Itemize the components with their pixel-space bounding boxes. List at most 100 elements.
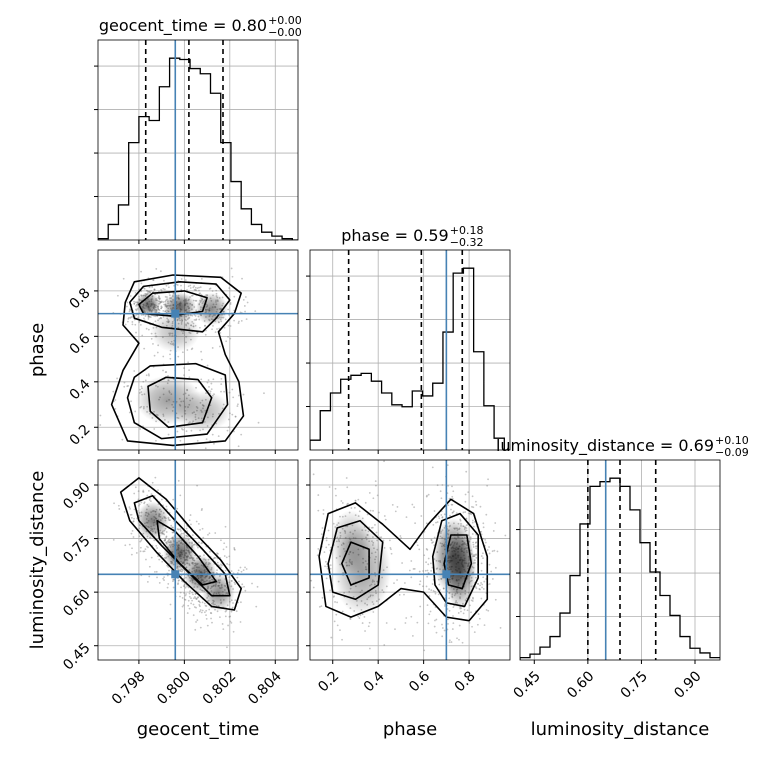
sample-point: [202, 536, 205, 539]
sample-point: [205, 438, 208, 440]
sample-point: [450, 641, 453, 643]
sample-point: [383, 515, 386, 517]
sample-point: [140, 282, 143, 285]
sample-point: [448, 639, 451, 642]
sample-point: [241, 277, 243, 280]
sample-point: [164, 295, 167, 298]
sample-point: [127, 385, 130, 387]
sample-point: [214, 331, 217, 334]
sample-point: [180, 580, 183, 582]
sample-point: [458, 624, 461, 627]
sample-point: [214, 532, 217, 534]
x-tick-label: 0.6: [406, 668, 433, 695]
sample-point: [158, 296, 161, 298]
sample-point: [208, 288, 211, 290]
sample-point: [145, 558, 147, 561]
sample-point: [237, 445, 240, 448]
sample-point: [195, 621, 197, 623]
sample-point: [134, 308, 137, 311]
sample-point: [160, 288, 163, 291]
sample-point: [183, 374, 185, 377]
x-tick-label: 0.802: [200, 668, 240, 708]
sample-point: [228, 287, 231, 289]
sample-point: [345, 477, 348, 479]
sample-point: [233, 548, 236, 550]
sample-point: [477, 613, 480, 615]
sample-point: [180, 288, 183, 291]
sample-point: [483, 580, 486, 583]
density-blob: [173, 390, 232, 432]
sample-point: [155, 268, 158, 270]
sample-point: [256, 585, 259, 588]
sample-point: [144, 548, 147, 551]
sample-point: [134, 323, 137, 326]
sample-point: [183, 583, 186, 586]
sample-point: [165, 284, 168, 287]
sample-point: [172, 526, 174, 529]
x-tick-label: 0.45: [511, 668, 544, 701]
contour-2: [156, 519, 217, 586]
sample-point: [205, 614, 207, 617]
sample-point: [328, 486, 331, 488]
sample-point: [145, 289, 148, 292]
sample-point: [130, 513, 133, 516]
sample-point: [196, 484, 199, 487]
sample-point: [321, 527, 324, 529]
sample-point: [163, 288, 166, 291]
sample-point: [481, 586, 483, 589]
sample-point: [172, 586, 175, 589]
sample-point: [114, 407, 117, 410]
sample-point: [148, 286, 151, 289]
sample-point: [452, 457, 454, 459]
sample-point: [410, 615, 413, 618]
sample-point: [324, 565, 326, 568]
sample-point: [193, 288, 196, 291]
sample-point: [147, 489, 150, 492]
panel-title-geocent_time: geocent_time = 0.80 +0.00−0.00: [99, 14, 302, 39]
sample-point: [156, 315, 159, 318]
sample-point: [425, 548, 428, 550]
sample-point: [171, 531, 174, 534]
sample-point: [364, 501, 367, 504]
panel-luminosity_distance-vs-phase: [306, 456, 511, 664]
sample-point: [374, 480, 377, 483]
sample-point: [426, 604, 429, 606]
sample-point: [137, 490, 140, 493]
sample-point: [138, 503, 141, 506]
sample-point: [199, 626, 202, 629]
sample-point: [99, 414, 102, 417]
sample-point: [491, 578, 494, 580]
sample-point: [122, 277, 125, 280]
sample-point: [187, 361, 190, 364]
sample-point: [228, 563, 231, 566]
sample-point: [198, 600, 200, 603]
sample-point: [196, 544, 199, 547]
panel-luminosity_distance-vs-geocent_time: [94, 459, 299, 664]
sample-point: [227, 426, 230, 429]
sample-point: [153, 288, 156, 291]
x-tick-label: 0.8: [452, 668, 479, 695]
sample-point: [123, 385, 126, 388]
sample-point: [439, 589, 441, 591]
sample-point: [161, 306, 163, 309]
sample-point: [132, 520, 135, 523]
contour-1: [129, 281, 231, 333]
sample-point: [208, 385, 210, 388]
sample-point: [437, 593, 440, 596]
sample-point: [116, 294, 119, 297]
title-main: luminosity_distance = 0.69: [496, 436, 714, 456]
sample-point: [353, 506, 356, 509]
sample-point: [142, 491, 145, 493]
sample-point: [472, 596, 474, 599]
sample-point: [487, 478, 489, 481]
sample-point: [195, 598, 198, 600]
sample-point: [437, 515, 440, 518]
sample-point: [433, 536, 436, 539]
sample-point: [131, 529, 134, 532]
sample-point: [163, 539, 166, 542]
sample-point: [131, 315, 134, 318]
sample-point: [139, 540, 142, 543]
sample-point: [244, 296, 247, 298]
sample-point: [449, 456, 451, 458]
sample-point: [226, 429, 229, 432]
